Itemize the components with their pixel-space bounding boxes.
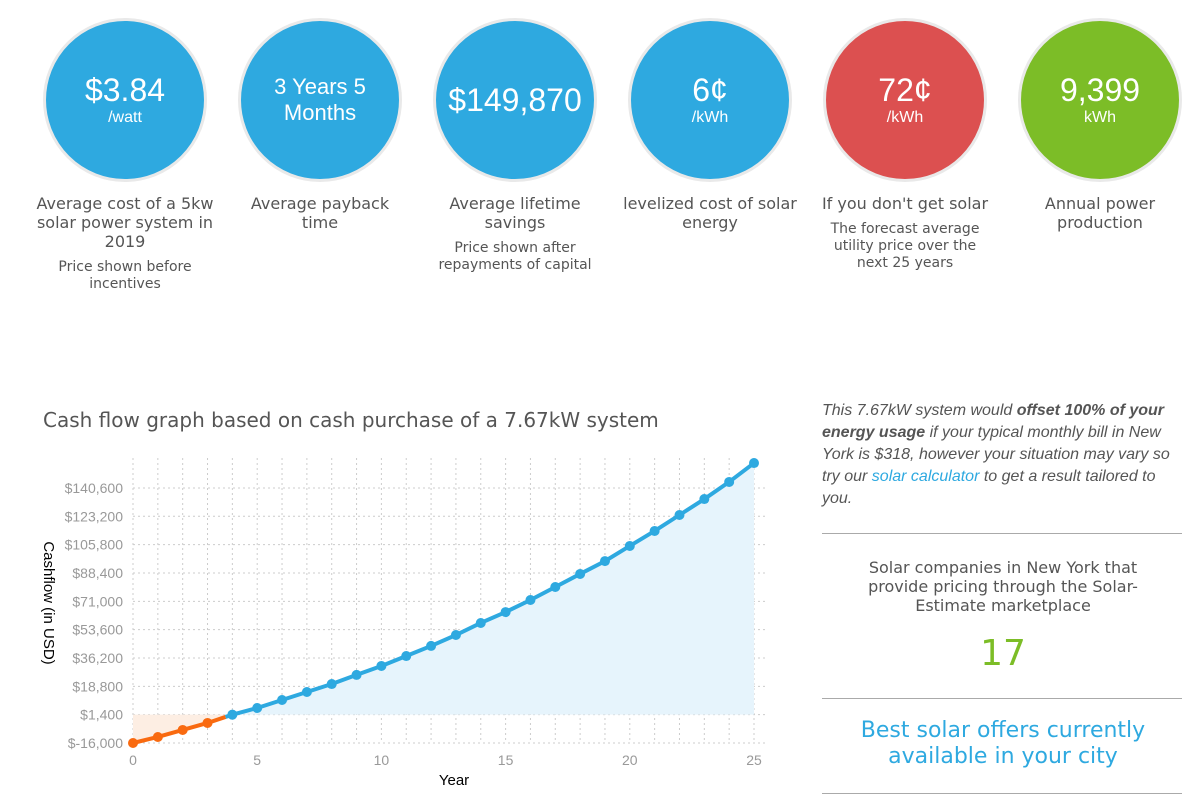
data-point [699,494,710,505]
x-tick-label: 10 [374,752,390,768]
stat-circle: 3 Years 5 Months [238,18,402,182]
divider [822,698,1182,699]
stat-value: $3.84 [84,72,166,108]
data-point [401,651,412,662]
companies-text: Solar companies in New York that provide… [868,558,1138,615]
data-point [525,595,536,606]
stat-sub: Price shown before incentives [58,259,192,292]
data-point [376,660,387,671]
stat-circle: $3.84 /watt [43,18,207,182]
data-point [351,669,362,680]
companies-count: 17 [980,633,1026,674]
x-tick-label: 25 [746,752,762,768]
data-point [152,731,163,742]
stat-label: Average payback time [250,194,390,232]
data-point [301,687,312,698]
x-axis-label: Year [439,772,469,789]
note-text: This 7.67kW system would [822,402,1017,419]
y-tick-label: $36,200 [72,650,123,666]
stat-unit: /kWh [886,109,924,126]
stat-sub: The forecast average utility price over … [830,221,980,271]
data-point [624,540,635,551]
stat-value: 9,399 [1059,72,1141,108]
x-tick-label: 15 [498,752,514,768]
stat-unit: kWh [1084,109,1116,126]
x-tick-label: 20 [622,752,638,768]
stat-label: levelized cost of solar energy [623,194,797,232]
data-point [724,476,735,487]
data-point [426,640,437,651]
data-point [252,702,263,713]
y-tick-label: $53,600 [72,622,123,638]
stat-card: $3.84 /watt Average cost of a 5kw solar … [30,18,220,293]
stat-card: 6¢ /kWh levelized cost of solar energy [615,18,805,232]
stat-value: $149,870 [448,82,582,118]
offset-note: This 7.67kW system would offset 100% of … [822,400,1184,510]
data-point [475,617,486,628]
data-point [500,607,511,618]
stat-circle: 72¢ /kWh [823,18,987,182]
note-text: if your typical monthly bill in New York… [822,424,1170,485]
y-tick-label: $140,600 [65,480,124,496]
data-point [326,679,337,690]
data-point [277,695,288,706]
stat-circle: 9,399 kWh [1018,18,1182,182]
solar-calculator-link[interactable]: solar calculator [871,468,980,485]
stat-value: 3 Years 5 Months [274,74,366,125]
stat-unit: /kWh [691,109,729,126]
stat-sub: Price shown after repayments of capital [438,240,592,273]
y-tick-label: $-16,000 [68,735,123,751]
data-point [550,581,561,592]
note-text: to get a result tailored to you. [822,468,1156,507]
data-point [227,709,238,720]
stat-value: 6¢ [692,72,728,108]
data-point [649,525,660,536]
y-tick-label: $88,400 [72,565,123,581]
stat-value: 72¢ [878,72,932,108]
divider [822,793,1182,794]
stat-label: Average lifetime savings [449,194,581,232]
stat-circle: $149,870 [433,18,597,182]
y-tick-label: $105,800 [65,537,124,553]
best-offers-link[interactable]: Best solar offers currently available in… [860,718,1146,769]
divider [822,533,1182,534]
data-point [674,510,685,520]
y-tick-label: $18,800 [72,678,123,694]
stat-card: 72¢ /kWh If you don't get solar The fore… [810,18,1000,272]
stat-circle: 6¢ /kWh [628,18,792,182]
data-point [599,556,610,567]
data-point [575,568,586,579]
data-point [202,717,213,728]
data-point [749,458,759,469]
data-point [177,724,188,735]
y-axis-label: Cashflow (in USD) [40,541,57,664]
stat-card: 3 Years 5 Months Average payback time [225,18,415,232]
data-point [128,738,138,748]
x-tick-label: 5 [253,752,261,768]
stat-card: $149,870 Average lifetime savings Price … [420,18,610,274]
stat-label: Annual power production [1044,194,1156,232]
y-tick-label: $123,200 [65,508,124,524]
stat-label: Average cost of a 5kw solar power system… [36,194,214,251]
stat-unit: /watt [108,109,142,126]
note-bold: offset 100% of your energy usage [822,402,1165,441]
y-tick-label: $71,000 [72,593,123,609]
y-tick-label: $1,400 [80,707,123,723]
stat-card: 9,399 kWh Annual power production [1005,18,1195,232]
data-point [450,630,461,641]
stat-label: If you don't get solar [821,194,989,213]
positive-area [225,463,754,717]
chart-title: Cash flow graph based on cash purchase o… [43,408,659,432]
x-tick-label: 0 [129,752,137,768]
